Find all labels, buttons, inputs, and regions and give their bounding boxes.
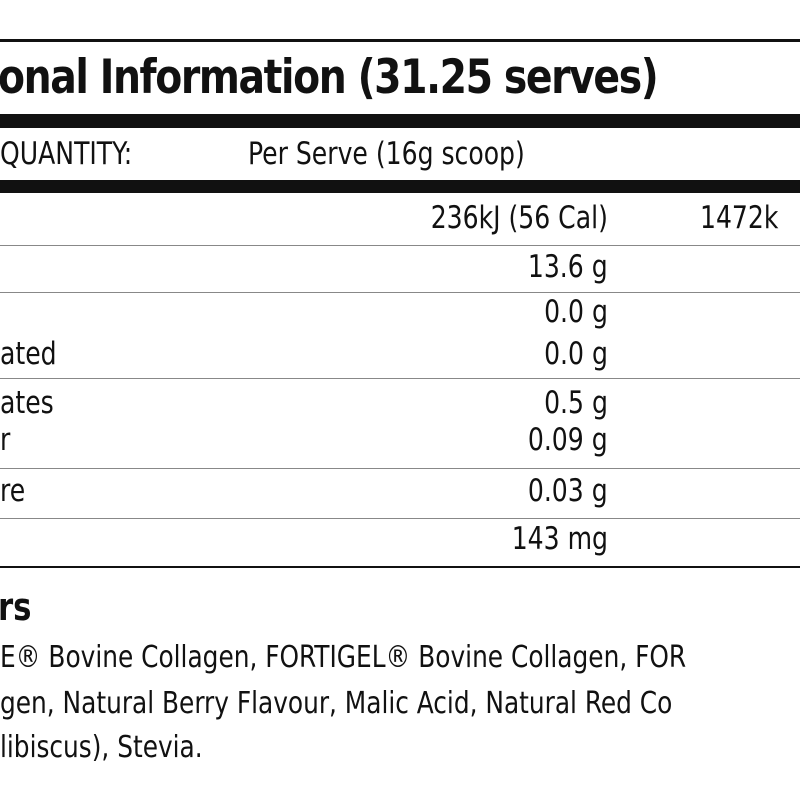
row-divider bbox=[0, 378, 800, 379]
row-divider bbox=[0, 468, 800, 469]
table-bottom-border bbox=[0, 566, 800, 568]
energy-per-100g: 1472k bbox=[700, 200, 779, 236]
panel-title: onal Information (31.25 serves) bbox=[0, 50, 659, 105]
thick-divider bbox=[0, 180, 800, 193]
sugar-per-serve: 0.09 g bbox=[528, 422, 608, 458]
fibre-label: re bbox=[0, 473, 26, 509]
carbohydrates-per-serve: 0.5 g bbox=[544, 385, 608, 421]
fibre-per-serve: 0.03 g bbox=[528, 473, 608, 509]
row-divider bbox=[0, 245, 800, 246]
ingredients-heading: rs bbox=[0, 585, 32, 629]
row-divider bbox=[0, 518, 800, 519]
per-serve-header: Per Serve (16g scoop) bbox=[248, 136, 525, 172]
ingredients-line: E® Bovine Collagen, FORTIGEL® Bovine Col… bbox=[0, 640, 687, 675]
saturated-per-serve: 0.0 g bbox=[544, 336, 608, 372]
quantity-label: QUANTITY: bbox=[0, 136, 133, 172]
sugar-label: r bbox=[0, 422, 11, 458]
saturated-label: ated bbox=[0, 336, 57, 372]
protein-per-serve: 13.6 g bbox=[528, 249, 608, 285]
sodium-per-serve: 143 mg bbox=[511, 521, 608, 557]
thick-divider bbox=[0, 114, 800, 128]
top-border bbox=[0, 39, 800, 42]
ingredients-line: gen, Natural Berry Flavour, Malic Acid, … bbox=[0, 686, 673, 721]
fat-per-serve: 0.0 g bbox=[544, 294, 608, 330]
carbohydrates-label: ates bbox=[0, 385, 54, 421]
energy-per-serve: 236kJ (56 Cal) bbox=[430, 200, 608, 236]
row-divider bbox=[0, 292, 800, 293]
ingredients-line: libiscus), Stevia. bbox=[0, 730, 203, 765]
